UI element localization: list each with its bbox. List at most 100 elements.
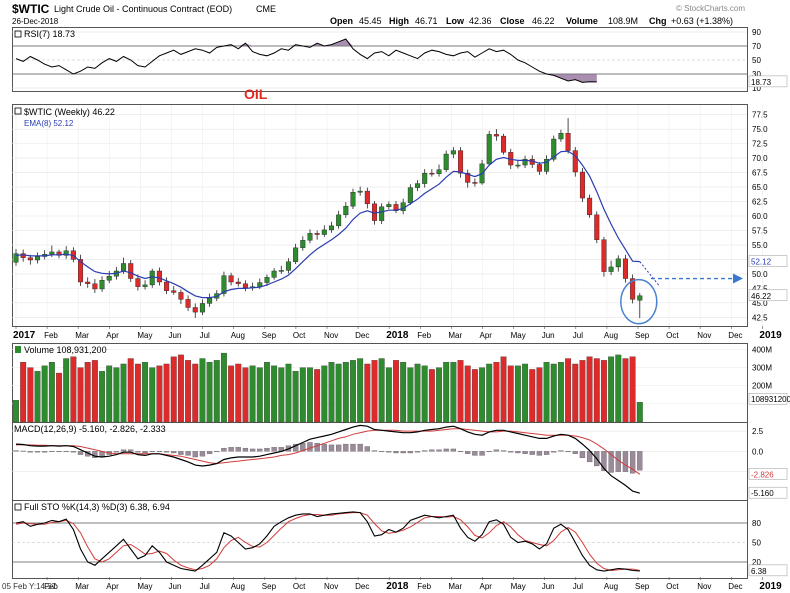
volume-bar [550, 363, 557, 423]
macd-histogram-bar [192, 451, 198, 458]
candle-body [300, 240, 306, 249]
volume-bar [177, 354, 184, 423]
macd-histogram-bar [486, 451, 492, 453]
candle-body [422, 172, 428, 184]
volume-bar [400, 361, 407, 423]
volume-bar [328, 361, 335, 423]
open-label: Open [330, 16, 353, 26]
candle-body [149, 270, 155, 286]
macd-histogram-bar [465, 451, 471, 454]
volume-last-value-tag: 108931200 [751, 395, 790, 404]
chg-value: +0.63 (+1.38%) [671, 16, 733, 26]
macd-histogram-bar [292, 443, 299, 452]
volume-bar [156, 365, 163, 423]
candle-body [572, 150, 578, 173]
x-tick-label: Jun [169, 582, 182, 591]
volume-bar [543, 361, 550, 423]
volume-label: Volume [566, 16, 598, 26]
candle-body [235, 281, 241, 284]
volume-bar [378, 358, 385, 423]
macd-line [15, 424, 640, 494]
candle-body [400, 202, 406, 211]
candle-body [429, 172, 435, 175]
volume-bar [493, 361, 500, 423]
price-tick-label: 57.5 [752, 226, 768, 235]
macd-histogram-bar [450, 448, 457, 452]
price-tick-label: 75.0 [752, 125, 768, 134]
macd-histogram-bar [149, 451, 155, 453]
x-tick-label: Mar [75, 331, 89, 340]
macd-histogram-bar [128, 449, 134, 452]
x-tick-label: Aug [604, 582, 618, 591]
rsi-tick-label: 10 [752, 84, 761, 93]
volume-tick-label: 400M [752, 345, 772, 354]
volume-bar [450, 361, 457, 423]
macd-histogram-bar [522, 451, 528, 454]
macd-histogram-bar [42, 451, 48, 453]
macd-tick-label: 2.5 [752, 427, 764, 436]
volume-bar [20, 361, 27, 423]
price-tick-label: 70.0 [752, 154, 768, 163]
volume-bar [321, 365, 328, 423]
rsi-line [15, 38, 597, 83]
sto-frame [12, 500, 748, 579]
macd-histogram-bar [343, 443, 349, 452]
macd-histogram-bar [357, 443, 363, 452]
macd-line-tag: -5.160 [751, 489, 774, 498]
macd-histogram-bar [436, 449, 442, 452]
x-tick-label: Apr [106, 331, 119, 340]
macd-histogram-bar [206, 451, 213, 454]
candle-body [630, 278, 636, 300]
macd-line-tag-box [748, 486, 788, 499]
macd-histogram-bar [300, 443, 306, 452]
macd-histogram-bar [321, 443, 327, 452]
candle-body [106, 276, 112, 281]
candle-body [407, 187, 413, 203]
macd-histogram-bar [472, 451, 478, 456]
volume-bar [263, 361, 270, 423]
high-value: 46.71 [415, 16, 438, 26]
x-tick-label: Dec [355, 331, 369, 340]
macd-tick-label: 0.0 [752, 447, 764, 456]
price-tick-label: 42.5 [752, 313, 768, 322]
candle-body [264, 277, 270, 283]
macd-histogram-bar [242, 447, 249, 452]
close-value: 46.22 [532, 16, 555, 26]
candle-body [622, 258, 628, 279]
volume-bar [579, 360, 586, 423]
x-tick-label: Nov [697, 582, 711, 591]
volume-bar [48, 361, 55, 423]
close-label: Close [500, 16, 525, 26]
x-tick-label: May [511, 582, 526, 591]
x-tick-label: Feb [417, 331, 431, 340]
macd-histogram-bar [235, 447, 241, 452]
macd-histogram-bar [457, 451, 464, 453]
chart-date: 26-Dec-2018 [12, 17, 59, 26]
price-tick-label: 50.0 [752, 270, 768, 279]
volume-bar [106, 365, 113, 423]
candle-body [307, 233, 313, 241]
x-tick-label: Apr [106, 582, 119, 591]
sto-tick-label: 50 [752, 539, 761, 548]
macd-histogram-bar [328, 444, 335, 452]
volume-bar [163, 363, 170, 423]
macd-histogram-bar [70, 451, 77, 453]
volume-bar [443, 361, 450, 423]
candle-body [501, 135, 507, 153]
macd-histogram-bar [77, 451, 84, 455]
macd-histogram-bar [543, 451, 550, 455]
macd-histogram-bar [407, 451, 414, 454]
macd-histogram-bar [536, 451, 543, 456]
volume-bar [335, 363, 342, 423]
macd-histogram-bar [572, 451, 578, 454]
macd-histogram-bar [34, 451, 41, 453]
price-tick-label: 77.5 [752, 111, 768, 120]
candle-body [278, 270, 284, 272]
volume-bar [127, 358, 134, 423]
price-tick-label: 47.5 [752, 284, 768, 293]
candle-body [78, 259, 84, 283]
macd-histogram-bar [163, 451, 170, 453]
macd-histogram-bar [579, 451, 586, 459]
x-tick-label: Nov [324, 582, 338, 591]
